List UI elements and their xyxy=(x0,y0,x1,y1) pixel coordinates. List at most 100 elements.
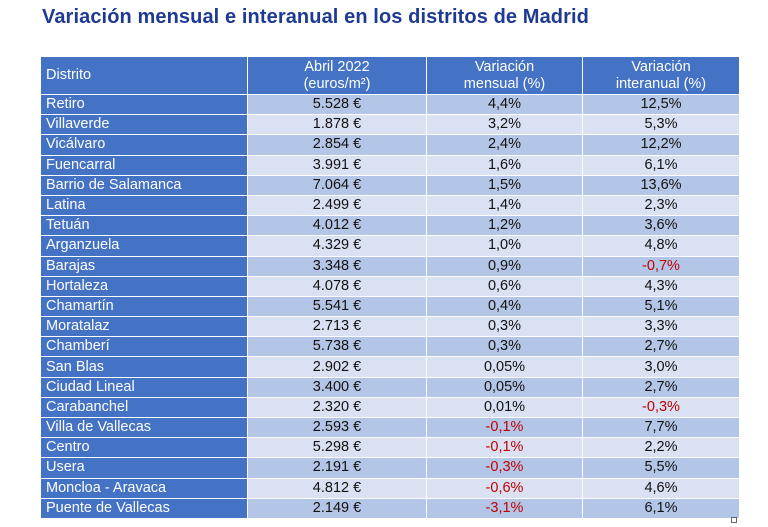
cell-monthly: 4,4% xyxy=(426,94,583,116)
cell-monthly: 1,4% xyxy=(426,195,583,217)
table-body: Retiro 5.528 €4,4% 12,5% Villaverde 1.878 €3… xyxy=(41,94,739,519)
cell-price: 3.348 € xyxy=(247,256,427,277)
table-row: Carabanchel 2.320 €0,01% -0,3% xyxy=(41,397,739,419)
cell-yearly: 5,5% xyxy=(582,457,739,479)
cell-monthly: 0,05% xyxy=(426,377,583,398)
cell-yearly: 3,6% xyxy=(582,215,739,237)
table-row: Retiro 5.528 €4,4% 12,5% xyxy=(41,94,739,116)
header-district: Distrito xyxy=(41,57,248,95)
cell-district: Moncloa - Aravaca xyxy=(41,478,248,499)
cell-monthly: 0,6% xyxy=(426,276,583,297)
cell-yearly: 2,3% xyxy=(582,195,739,217)
cell-monthly: 0,9% xyxy=(426,256,583,277)
cell-monthly: -3,1% xyxy=(426,498,583,519)
header-yearly: Variación interanual (%) xyxy=(582,57,739,95)
cell-price: 4.012 € xyxy=(247,215,427,237)
cell-price: 5.541 € xyxy=(247,296,427,318)
cell-yearly: 2,2% xyxy=(582,437,739,459)
cell-monthly: 1,6% xyxy=(426,155,583,176)
cell-price: 2.593 € xyxy=(247,417,427,439)
cell-yearly: 7,7% xyxy=(582,417,739,439)
cell-monthly: 1,5% xyxy=(426,175,583,196)
table-row: Moratalaz 2.713 €0,3% 3,3% xyxy=(41,316,739,338)
cell-yearly: 12,2% xyxy=(582,134,739,156)
table-row: Villaverde 1.878 €3,2% 5,3% xyxy=(41,114,739,136)
cell-price: 2.713 € xyxy=(247,316,427,338)
cell-district: Chamartín xyxy=(41,296,248,318)
header-yearly-line2: interanual (%) xyxy=(615,75,707,92)
table-row: Chamberí 5.738 €0,3% 2,7% xyxy=(41,336,739,358)
table-row: Ciudad Lineal 3.400 €0,05% 2,7% xyxy=(41,377,739,398)
cell-price: 4.812 € xyxy=(247,478,427,499)
cell-yearly: 4,6% xyxy=(582,478,739,499)
cell-price: 4.329 € xyxy=(247,235,427,257)
cell-price: 1.878 € xyxy=(247,114,427,136)
cell-district: Moratalaz xyxy=(41,316,248,338)
cell-yearly: 6,1% xyxy=(582,155,739,176)
cell-district: Chamberí xyxy=(41,336,248,358)
table-row: Usera 2.191 € -0,3% 5,5% xyxy=(41,457,739,479)
cell-monthly: -0,1% xyxy=(426,417,583,439)
cell-price: 2.854 € xyxy=(247,134,427,156)
cell-monthly: -0,3% xyxy=(426,457,583,479)
table-row: Barrio de Salamanca 7.064 €1,5% 13,6% xyxy=(41,175,739,196)
table-row: Fuencarral 3.991 €1,6% 6,1% xyxy=(41,155,739,176)
cell-district: Barajas xyxy=(41,256,248,277)
header-monthly-line1: Variación xyxy=(474,58,535,75)
cell-yearly: 4,8% xyxy=(582,235,739,257)
table-row: Hortaleza 4.078 €0,6% 4,3% xyxy=(41,276,739,297)
cell-yearly: -0,7% xyxy=(582,256,739,277)
page-title: Variación mensual e interanual en los di… xyxy=(42,6,589,28)
resize-handle-marker xyxy=(731,517,737,523)
cell-price: 7.064 € xyxy=(247,175,427,196)
table-row: Vicálvaro 2.854 €2,4% 12,2% xyxy=(41,134,739,156)
cell-district: Villa de Vallecas xyxy=(41,417,248,439)
cell-price: 2.902 € xyxy=(247,356,427,378)
cell-price: 5.298 € xyxy=(247,437,427,459)
cell-yearly: 5,1% xyxy=(582,296,739,318)
cell-price: 2.191 € xyxy=(247,457,427,479)
cell-price: 3.400 € xyxy=(247,377,427,398)
cell-district: Retiro xyxy=(41,94,248,116)
table-row: San Blas 2.902 €0,05% 3,0% xyxy=(41,356,739,378)
table-row: Arganzuela 4.329 €1,0% 4,8% xyxy=(41,235,739,257)
header-monthly: Variación mensual (%) xyxy=(426,57,583,95)
cell-monthly: 2,4% xyxy=(426,134,583,156)
table-row: Puente de Vallecas 2.149 € -3,1% 6,1% xyxy=(41,498,739,519)
cell-yearly: 13,6% xyxy=(582,175,739,196)
cell-yearly: 12,5% xyxy=(582,94,739,116)
cell-price: 3.991 € xyxy=(247,155,427,176)
table-row: Tetuán 4.012 €1,2% 3,6% xyxy=(41,215,739,237)
cell-district: Barrio de Salamanca xyxy=(41,175,248,196)
cell-price: 5.528 € xyxy=(247,94,427,116)
cell-district: Fuencarral xyxy=(41,155,248,176)
cell-district: Hortaleza xyxy=(41,276,248,297)
cell-yearly: 5,3% xyxy=(582,114,739,136)
cell-district: Latina xyxy=(41,195,248,217)
cell-price: 2.149 € xyxy=(247,498,427,519)
header-price-line1: Abril 2022 xyxy=(304,58,370,75)
cell-district: Centro xyxy=(41,437,248,459)
cell-monthly: 3,2% xyxy=(426,114,583,136)
cell-district: Villaverde xyxy=(41,114,248,136)
cell-monthly: 0,05% xyxy=(426,356,583,378)
cell-yearly: 3,3% xyxy=(582,316,739,338)
cell-price: 2.499 € xyxy=(247,195,427,217)
header-price: Abril 2022 (euros/m²) xyxy=(247,57,427,95)
table-row: Chamartín 5.541 €0,4% 5,1% xyxy=(41,296,739,318)
header-monthly-line2: mensual (%) xyxy=(463,75,546,92)
cell-district: Ciudad Lineal xyxy=(41,377,248,398)
header-price-line2: (euros/m²) xyxy=(303,75,371,92)
cell-yearly: 2,7% xyxy=(582,336,739,358)
cell-monthly: 1,0% xyxy=(426,235,583,257)
cell-monthly: -0,1% xyxy=(426,437,583,459)
cell-price: 4.078 € xyxy=(247,276,427,297)
cell-district: Usera xyxy=(41,457,248,479)
cell-monthly: 0,3% xyxy=(426,336,583,358)
cell-district: Vicálvaro xyxy=(41,134,248,156)
cell-district: Tetuán xyxy=(41,215,248,237)
table-row: Villa de Vallecas 2.593 € -0,1% 7,7% xyxy=(41,417,739,439)
cell-district: Puente de Vallecas xyxy=(41,498,248,519)
header-yearly-line1: Variación xyxy=(631,58,691,75)
cell-monthly: 0,3% xyxy=(426,316,583,338)
